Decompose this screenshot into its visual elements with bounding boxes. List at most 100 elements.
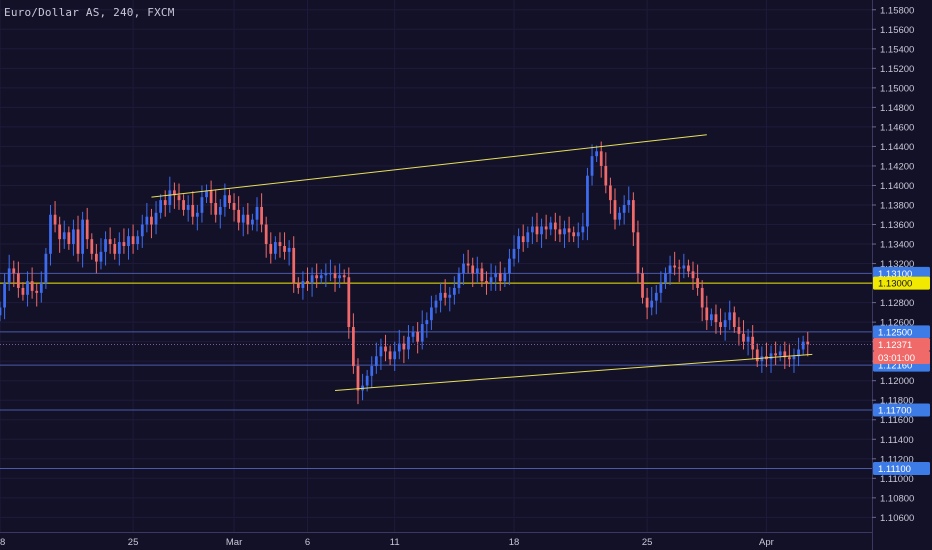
candle-body [618, 212, 621, 220]
last-price-tag-bg [873, 337, 930, 351]
trend-line[interactable] [334, 353, 813, 391]
price-tick-label: 1.11600 [880, 415, 914, 426]
candle-body [237, 209, 241, 223]
candle-body [397, 343, 401, 352]
candle-body [434, 300, 438, 308]
candle-body [329, 273, 332, 275]
candle-body [797, 349, 800, 357]
price-tick-label: 1.12600 [880, 318, 914, 329]
candle-body [264, 224, 268, 245]
candle-body [650, 300, 654, 308]
candle-body [508, 258, 511, 274]
time-tick-label: 11 [390, 537, 400, 548]
candle-body [558, 229, 562, 235]
candle-body [719, 322, 722, 328]
candle-body [673, 265, 677, 268]
candle-body [746, 336, 750, 342]
level-tag-bg [873, 462, 930, 476]
trend-line[interactable] [151, 134, 707, 198]
candle-body [205, 190, 208, 198]
candle-body [677, 267, 681, 269]
candle-body [549, 222, 553, 230]
price-tick-label: 1.11800 [880, 396, 914, 407]
candle-body [393, 351, 397, 360]
candle-body [209, 190, 213, 204]
price-tick-label: 1.14600 [880, 122, 914, 133]
level-tag-bg [873, 276, 930, 290]
candle-body [806, 341, 810, 345]
level-tag: 1.13000 [878, 279, 912, 290]
candle-body [352, 327, 355, 367]
candle-body [475, 268, 479, 274]
trend-lines[interactable] [151, 134, 813, 391]
candle-body [306, 281, 309, 284]
candle-body [755, 349, 759, 362]
candle-body [691, 271, 695, 279]
candle-body [407, 336, 410, 350]
candle-body [62, 232, 66, 240]
grid [0, 0, 872, 532]
candle-body [705, 307, 709, 321]
countdown-tag: 03:01:00 [878, 353, 915, 364]
candle-body [195, 212, 199, 217]
candle-body [278, 242, 282, 246]
candle-body [801, 341, 805, 350]
time-tick-label: 18 [0, 537, 5, 548]
time-tick-label: Apr [759, 537, 774, 548]
price-tick-label: 1.15400 [880, 44, 914, 55]
candle-body [425, 320, 429, 325]
candle-body [664, 273, 667, 284]
level-tag: 1.13100 [878, 269, 912, 280]
candle-body [12, 268, 16, 274]
candle-body [788, 357, 791, 360]
candle-body [622, 204, 626, 213]
candle-body [452, 287, 456, 295]
time-axis[interactable]: 18 25 Mar 6 11 18 25 Apr [0, 532, 872, 549]
candle-body [498, 273, 502, 282]
candle-body [700, 287, 704, 308]
candle-body [214, 203, 218, 215]
candle-body [480, 268, 484, 282]
candle-body [218, 206, 222, 215]
candle-body [466, 263, 470, 266]
level-tag: 1.12500 [878, 327, 912, 338]
candle-body [30, 281, 34, 291]
candle-body [439, 292, 442, 301]
candle-body [553, 222, 557, 230]
candle-body [503, 273, 507, 282]
candle-body [696, 278, 699, 288]
candle-body [136, 236, 140, 245]
time-tick-label: 6 [305, 537, 310, 548]
candle-body [342, 275, 346, 278]
price-tick-label: 1.13600 [880, 220, 914, 231]
candle-body [186, 204, 190, 210]
candle-body [572, 232, 576, 237]
candle-body [200, 197, 204, 213]
candle-body [783, 351, 787, 358]
price-tick-label: 1.15800 [880, 5, 914, 16]
candle-body [319, 275, 323, 279]
candle-body [26, 281, 29, 295]
price-tick-label: 1.10600 [880, 513, 914, 524]
candle-body [117, 242, 121, 254]
candle-body [145, 216, 149, 225]
candle-body [232, 203, 236, 210]
candle-body [251, 219, 254, 225]
candle-body [645, 297, 649, 308]
candle-body [49, 214, 52, 254]
candle-body [512, 248, 516, 259]
candle-body [296, 283, 300, 288]
candle-body [384, 346, 387, 352]
candle-body [448, 294, 452, 298]
price-tick-label: 1.13200 [880, 259, 914, 270]
candle-body [443, 292, 447, 298]
candle-body [751, 336, 755, 350]
level-tag: 1.11700 [878, 405, 912, 416]
candle-body [90, 239, 94, 254]
candle-body [140, 224, 144, 237]
candle-body [374, 356, 378, 367]
candle-body [283, 245, 286, 252]
candle-body [590, 156, 594, 176]
candle-body [315, 275, 319, 279]
